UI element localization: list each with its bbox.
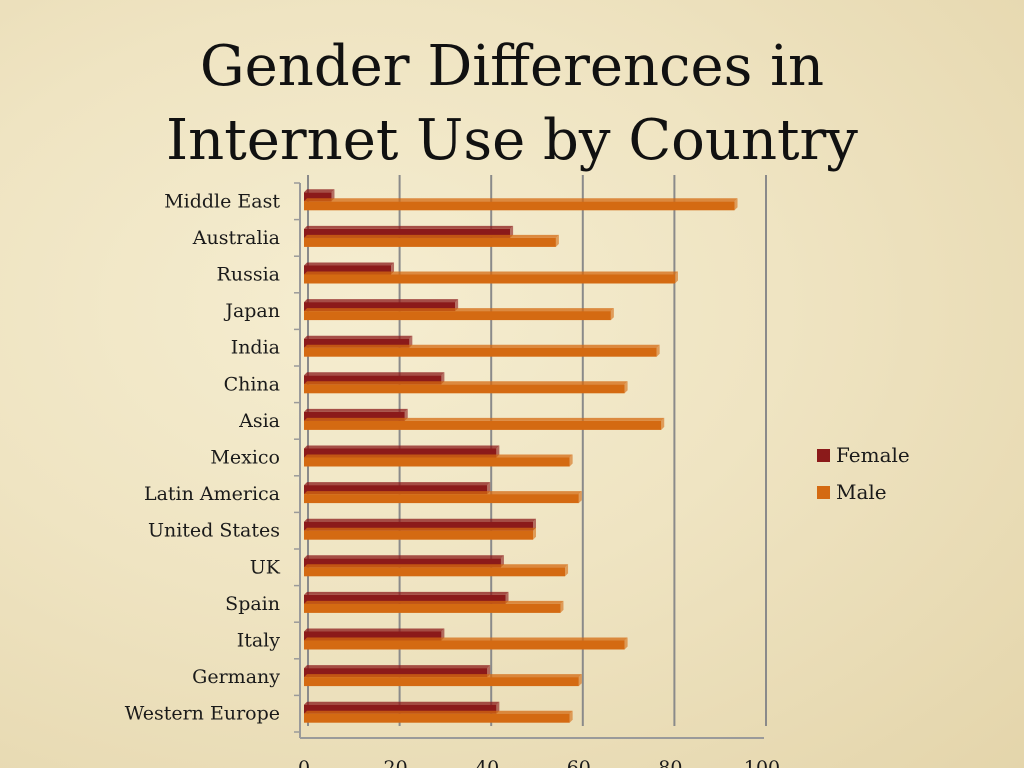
category-label: UK [250, 556, 281, 578]
category-label: Spain [225, 593, 280, 615]
axes [294, 182, 764, 739]
bar-female-latin-america [304, 482, 491, 495]
bar-female-india [304, 335, 413, 348]
bars [304, 189, 738, 723]
category-labels: Middle East Australia Russia Japan India Chin… [125, 190, 281, 724]
legend: Female Male [817, 443, 910, 504]
bar-male-japan [304, 308, 614, 321]
title-line-1: Gender Differences in [199, 34, 825, 99]
bar-male-mexico [304, 454, 573, 467]
bar-male-asia [304, 417, 665, 430]
bar-male-western-europe [304, 710, 573, 723]
category-label: Mexico [210, 447, 280, 469]
bar-male-italy [304, 637, 628, 650]
bar-male-russia [304, 271, 678, 284]
bar-male-united-states [304, 527, 536, 540]
legend-swatch-female [817, 449, 830, 462]
legend-label-male: Male [836, 480, 887, 504]
category-label: Russia [217, 264, 280, 286]
bar-male-india [304, 344, 660, 357]
category-label: Italy [237, 630, 281, 652]
bar-female-russia [304, 262, 395, 275]
x-tick-label: 40 [475, 757, 499, 768]
category-label: Australia [192, 227, 280, 249]
category-label: India [231, 337, 280, 359]
category-label: Germany [192, 666, 280, 688]
bar-male-australia [304, 234, 559, 247]
category-label: China [224, 373, 280, 395]
bar-female-mexico [304, 445, 500, 458]
x-tick-label: 80 [658, 757, 682, 768]
bar-male-germany [304, 674, 582, 687]
bar-male-uk [304, 564, 569, 577]
slide-title: Gender Differences in Internet Use by Co… [0, 30, 1024, 178]
category-label: Japan [223, 300, 280, 322]
bar-male-middle-east [304, 198, 738, 211]
category-label: Latin America [144, 483, 280, 505]
bar-male-spain [304, 600, 564, 613]
x-tick-label: 0 [298, 757, 310, 768]
title-line-2: Internet Use by Country [166, 108, 858, 173]
x-tick-labels: 0 20 40 60 80 100 [298, 757, 780, 768]
x-tick-label: 60 [567, 757, 591, 768]
category-label: United States [148, 520, 280, 542]
legend-swatch-male [817, 486, 830, 499]
bar-male-china [304, 381, 628, 394]
bar-male-latin-america [304, 491, 582, 504]
category-label: Asia [238, 410, 280, 432]
category-label: Western Europe [125, 703, 280, 725]
legend-label-female: Female [836, 443, 910, 467]
category-label: Middle East [164, 190, 280, 212]
x-tick-label: 100 [744, 757, 780, 768]
x-tick-label: 20 [384, 757, 408, 768]
